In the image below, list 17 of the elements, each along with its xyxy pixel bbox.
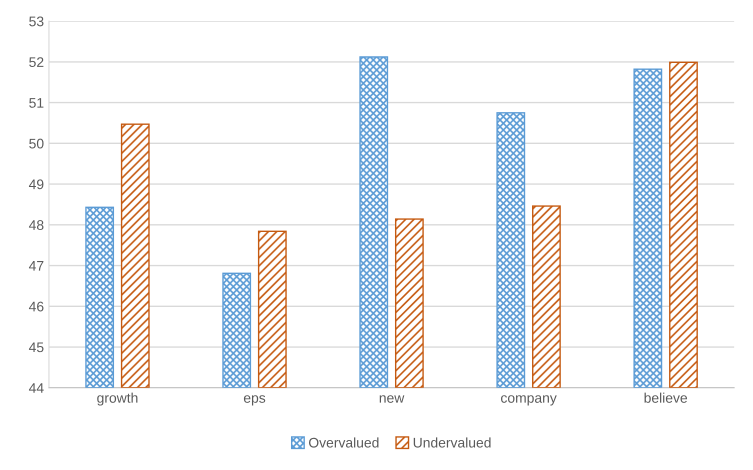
- x-tick-label: believe: [644, 392, 688, 403]
- legend-label: Overvalued: [309, 437, 378, 448]
- y-tick-label: 53: [29, 16, 44, 26]
- y-tick-label: 52: [29, 57, 44, 68]
- y-tick-label: 50: [29, 138, 44, 149]
- y-tick-label: 47: [28, 261, 44, 271]
- x-tick-label: new: [380, 395, 404, 403]
- x-tick-label: company: [501, 395, 557, 406]
- x-tick-label: eps: [244, 395, 266, 406]
- y-tick-label: 49: [28, 179, 44, 190]
- x-tick-label: growth: [97, 392, 138, 406]
- y-tick-label: 44: [28, 383, 44, 393]
- y-tick-label: 46: [28, 302, 44, 312]
- y-tick-label: 48: [28, 220, 44, 230]
- y-tick-label: 45: [28, 342, 44, 352]
- y-tick-label: 51: [29, 98, 44, 108]
- legend-label: Undervalued: [414, 437, 491, 448]
